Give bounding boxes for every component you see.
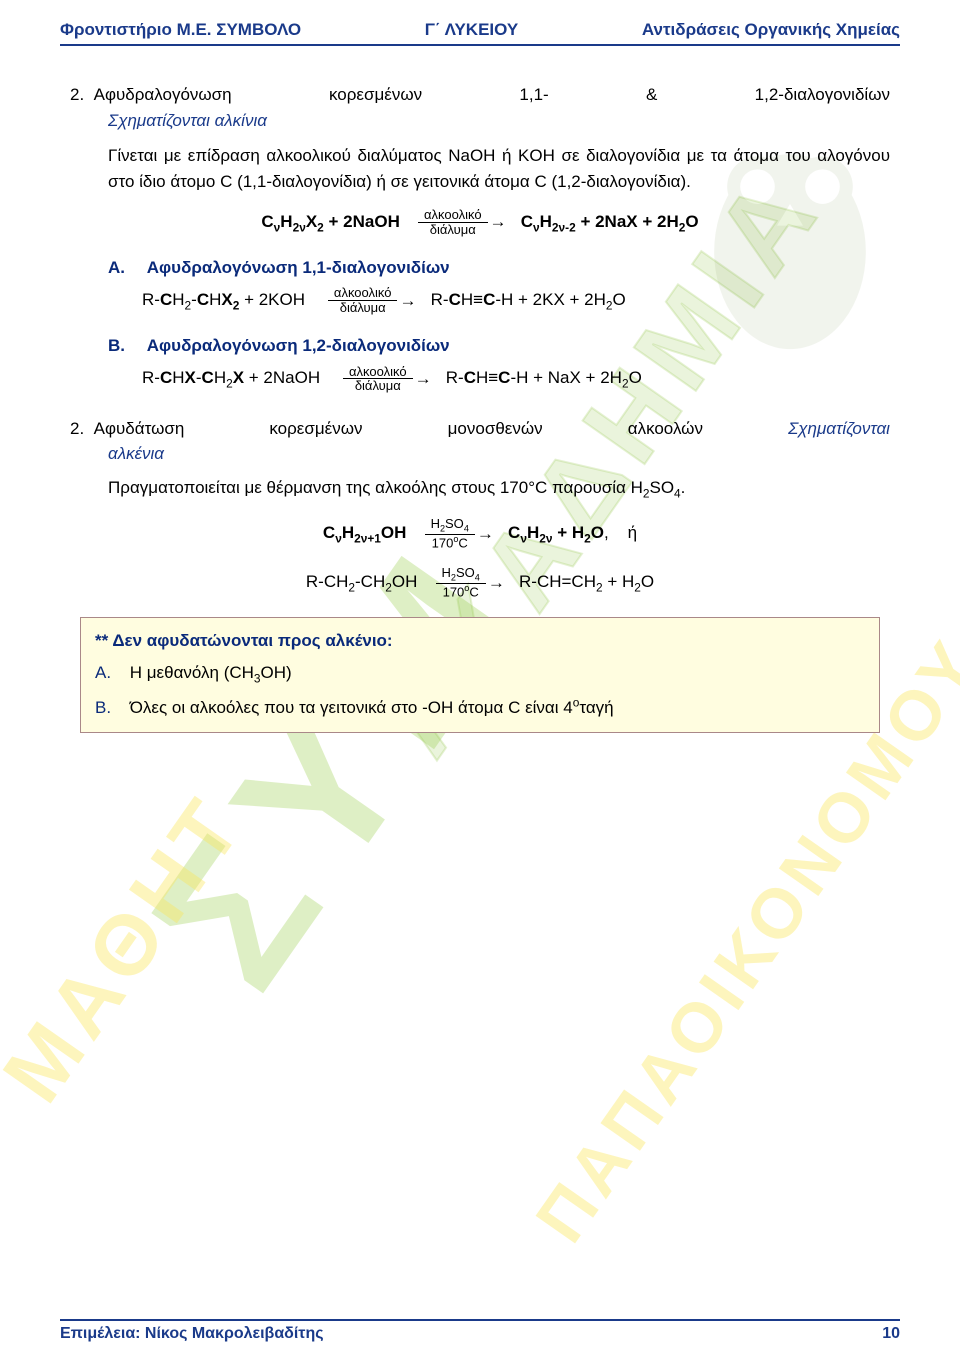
subsection-a: Α. Αφυδραλογόνωση 1,1-διαλογονιδίων [108,255,890,281]
footer-page-number: 10 [882,1325,900,1343]
note-box: ** Δεν αφυδατώνονται προς αλκένιο: Α. Η … [80,617,880,733]
note-b-letter: Β. [95,695,125,721]
section-2-word-3: 1,1- [519,82,548,108]
footer-left: Επιμέλεια: Νίκος Μακρολειβαδίτης [60,1325,324,1343]
section-2b-subtitle: Σχηματίζονται [788,416,890,442]
equation-2b-1: CνH2ν+1OH H2SO4170oC→ CνH2ν + H2O, ή [70,517,890,550]
section-2-word-4: & [646,82,657,108]
content-area: 2. Αφυδραλογόνωση κορεσμένων 1,1- & 1,2-… [60,82,900,733]
section-2b-word-1: Αφυδάτωση [94,419,185,438]
subsection-b-label: Αφυδραλογόνωση 1,2-διαλογονιδίων [147,336,450,355]
section-2-word-2: κορεσμένων [329,82,422,108]
section-2b-paragraph: Πραγματοποιείται με θέρμανση της αλκοόλη… [108,475,890,503]
subsection-b: Β. Αφυδραλογόνωση 1,2-διαλογονιδίων [108,333,890,359]
page-footer: Επιμέλεια: Νίκος Μακρολειβαδίτης 10 [60,1319,900,1343]
section-2b-word-2: κορεσμένων [269,416,362,442]
section-2b-word-3: μονοσθενών [448,416,543,442]
section-2b-subtitle2: αλκένια [108,441,890,467]
equation-a: R-CH2-CHX2 + 2KOH αλκοολικόδιάλυμα→ R-CH… [142,286,890,315]
section-2b-word-4: αλκοολών [628,416,703,442]
equation-b: R-CHX-CH2X + 2NaOH αλκοολικόδιάλυμα→ R-C… [142,365,890,394]
note-row-b: Β. Όλες οι αλκοόλες που τα γειτονικά στο… [95,694,865,720]
section-2-title: 2. Αφυδραλογόνωση κορεσμένων 1,1- & 1,2-… [70,82,890,108]
equation-2b-2: R-CH2-CH2OH H2SO4170oC→ R-CH=CH2 + H2O [70,566,890,599]
note-row-a: Α. Η μεθανόλη (CH3OH) [95,660,865,688]
watermark-yellow-2: ΜΑΘΗΤ [0,778,265,1120]
note-a-text: Η μεθανόλη (CH3OH) [130,663,292,682]
header-left: Φροντιστήριο Μ.Ε. ΣΥΜΒΟΛΟ [60,20,301,40]
section-2-word-1: Αφυδραλογόνωση [94,85,232,104]
note-title: ** Δεν αφυδατώνονται προς αλκένιο: [95,628,865,654]
note-b-text: Όλες οι αλκοόλες που τα γειτονικά στο -Ο… [130,698,614,717]
header-center: Γ΄ ΛΥΚΕΙΟΥ [425,20,519,40]
subsection-b-letter: Β. [108,333,142,359]
section-2b-number: 2. [70,419,84,438]
note-a-letter: Α. [95,660,125,686]
section-2-subtitle: Σχηματίζονται αλκίνια [108,108,890,134]
subsection-a-letter: Α. [108,255,142,281]
section-2b-title: 2. Αφυδάτωση κορεσμένων μονοσθενών αλκοο… [70,416,890,442]
page-container: Φροντιστήριο Μ.Ε. ΣΥΜΒΟΛΟ Γ΄ ΛΥΚΕΙΟΥ Αντ… [0,0,960,753]
section-2-number: 2. [70,85,84,104]
equation-general: CνH2νX2 + 2NaOH αλκοολικόδιάλυμα→ CνH2ν-… [70,208,890,237]
section-2-paragraph: Γίνεται με επίδραση αλκοολικού διαλύματο… [108,143,890,194]
page-header: Φροντιστήριο Μ.Ε. ΣΥΜΒΟΛΟ Γ΄ ΛΥΚΕΙΟΥ Αντ… [60,20,900,46]
header-right: Αντιδράσεις Οργανικής Χημείας [642,20,900,40]
section-2-word-5: 1,2-διαλογονιδίων [755,82,890,108]
subsection-a-label: Αφυδραλογόνωση 1,1-διαλογονιδίων [147,258,450,277]
